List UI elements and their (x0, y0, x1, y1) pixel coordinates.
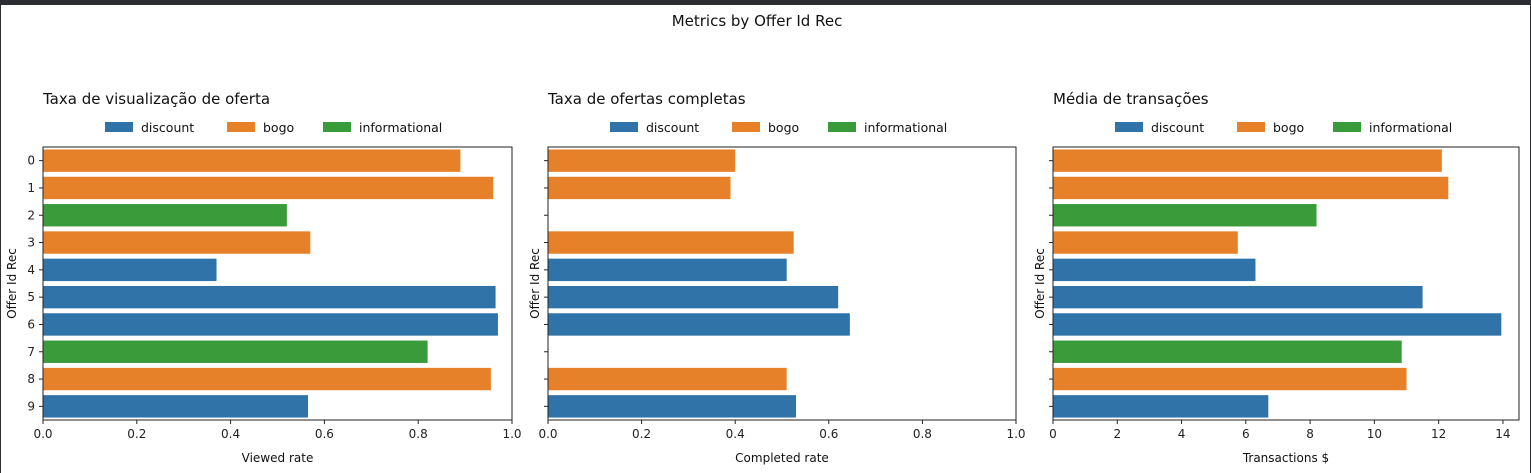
panel-1-bar-3 (548, 231, 794, 254)
panel-0-xtick-label-1: 0.2 (127, 427, 146, 441)
panel-1-xtick-label-3: 0.6 (819, 427, 838, 441)
panel-0-ytick-label-9: 9 (27, 399, 35, 413)
panel-0-ytick-label-0: 0 (27, 154, 35, 168)
panel-1-legend-label-informational: informational (864, 120, 947, 135)
panel-2-bar-8 (1053, 367, 1407, 391)
panel-0-bar-1 (43, 176, 494, 200)
panel-0-ytick-label-5: 5 (27, 290, 35, 304)
panel-0-xtick-label-5: 1.0 (502, 427, 521, 441)
panel-0-bar-9 (43, 395, 308, 418)
panel-0-ytick-label-8: 8 (27, 372, 35, 386)
panel-1-bar-0 (548, 149, 736, 172)
panel-0-legend-swatch-informational (323, 122, 351, 132)
panel-0-xtick-label-4: 0.8 (409, 427, 428, 441)
panel-2-xtick-label-4: 8 (1306, 427, 1314, 441)
panel-2-legend-swatch-discount (1115, 122, 1143, 132)
panel-2-xlabel: Transactions $ (1242, 451, 1329, 465)
panel-2-legend-label-discount: discount (1151, 120, 1204, 135)
panel-0-ytick-label-4: 4 (27, 263, 35, 277)
panel-0-bar-2 (43, 204, 287, 227)
panel-0-ytick-label-3: 3 (27, 236, 35, 250)
panel-1-legend-swatch-informational (828, 122, 856, 132)
panel-1-bar-9 (548, 395, 797, 418)
panel-0-bar-5 (43, 285, 496, 309)
panel-0-xtick-label-0: 0.0 (33, 427, 52, 441)
panel-2-ylabel: Offer Id Rec (1033, 248, 1047, 319)
panel-2-bar-3 (1053, 231, 1238, 254)
panel-0-legend-label-discount: discount (141, 120, 194, 135)
panel-1-legend-swatch-bogo (732, 122, 760, 132)
panel-0-ytick-label-1: 1 (27, 181, 35, 195)
panel-1-xtick-label-4: 0.8 (913, 427, 932, 441)
panel-0-xtick-label-3: 0.6 (315, 427, 334, 441)
panel-0-legend-swatch-discount (105, 122, 133, 132)
panel-1-legend-label-discount: discount (646, 120, 699, 135)
panel-0-ylabel: Offer Id Rec (5, 248, 19, 319)
panel-0-legend-swatch-bogo (227, 122, 255, 132)
panel-2-bar-6 (1053, 313, 1502, 336)
panel-1-legend-swatch-discount (610, 122, 638, 132)
panel-0-bar-3 (43, 231, 311, 254)
panel-1-xtick-label-0: 0.0 (538, 427, 557, 441)
panel-1-axes-frame (547, 146, 1017, 421)
panel-2-title: Média de transações (1053, 90, 1209, 108)
panel-1-ylabel: Offer Id Rec (528, 248, 542, 319)
panel-0-ytick-label-6: 6 (27, 317, 35, 331)
panel-1-legend-label-bogo: bogo (768, 120, 799, 135)
panel-2-xtick-label-6: 12 (1431, 427, 1446, 441)
panel-2-bar-7 (1053, 340, 1402, 363)
panel-2-xtick-label-0: 0 (1049, 427, 1057, 441)
panel-1-xtick-label-1: 0.2 (632, 427, 651, 441)
panel-2-legend-label-informational: informational (1369, 120, 1452, 135)
panel-2-bar-2 (1053, 204, 1317, 227)
panel-0-axes-frame (42, 146, 513, 421)
panel-2-bar-0 (1053, 149, 1442, 172)
panel-1-xlabel: Completed rate (735, 451, 829, 465)
panel-0-bar-4 (43, 258, 217, 282)
panel-2-xtick-label-2: 4 (1178, 427, 1186, 441)
panel-0-bar-6 (43, 313, 498, 336)
panel-1-bar-1 (548, 176, 731, 200)
panel-0-ytick-label-2: 2 (27, 208, 35, 222)
panel-0-xlabel: Viewed rate (242, 451, 314, 465)
panel-2-xtick-label-5: 10 (1367, 427, 1382, 441)
panel-1-bar-8 (548, 367, 787, 391)
panel-0-legend-label-bogo: bogo (263, 120, 294, 135)
panel-0-bar-8 (43, 367, 491, 391)
panel-1-title: Taxa de ofertas completas (547, 90, 746, 108)
panel-1-xtick-label-2: 0.4 (726, 427, 745, 441)
panel-2-bar-1 (1053, 176, 1449, 200)
panel-2-legend-swatch-bogo (1237, 122, 1265, 132)
panel-0-legend-label-informational: informational (359, 120, 442, 135)
figure-svg: Metrics by Offer Id Rec Taxa de visualiz… (5, 12, 1520, 465)
panel-0-bar-0 (43, 149, 461, 172)
panel-2-bar-4 (1053, 258, 1256, 282)
panel-2-axes-frame (1052, 146, 1520, 421)
panel-2-bar-5 (1053, 285, 1423, 309)
panel-0-title: Taxa de visualização de oferta (42, 90, 270, 108)
panel-0-bar-7 (43, 340, 428, 363)
panel-2-bar-9 (1053, 395, 1269, 418)
panel-1-bar-6 (548, 313, 850, 336)
panel-0-ytick-label-7: 7 (27, 345, 35, 359)
panel-1-bar-5 (548, 285, 839, 309)
panel-1-xtick-label-5: 1.0 (1006, 427, 1025, 441)
panel-2-legend-swatch-informational (1333, 122, 1361, 132)
panel-2-xtick-label-7: 14 (1495, 427, 1510, 441)
panel-2-xtick-label-3: 6 (1242, 427, 1250, 441)
panel-2-legend-label-bogo: bogo (1273, 120, 1304, 135)
panel-1-bar-4 (548, 258, 787, 282)
figure-frame: Metrics by Offer Id Rec Taxa de visualiz… (0, 5, 1531, 473)
panel-2-xtick-label-1: 2 (1113, 427, 1121, 441)
figure-suptitle: Metrics by Offer Id Rec (672, 12, 843, 30)
panel-0-xtick-label-2: 0.4 (221, 427, 240, 441)
